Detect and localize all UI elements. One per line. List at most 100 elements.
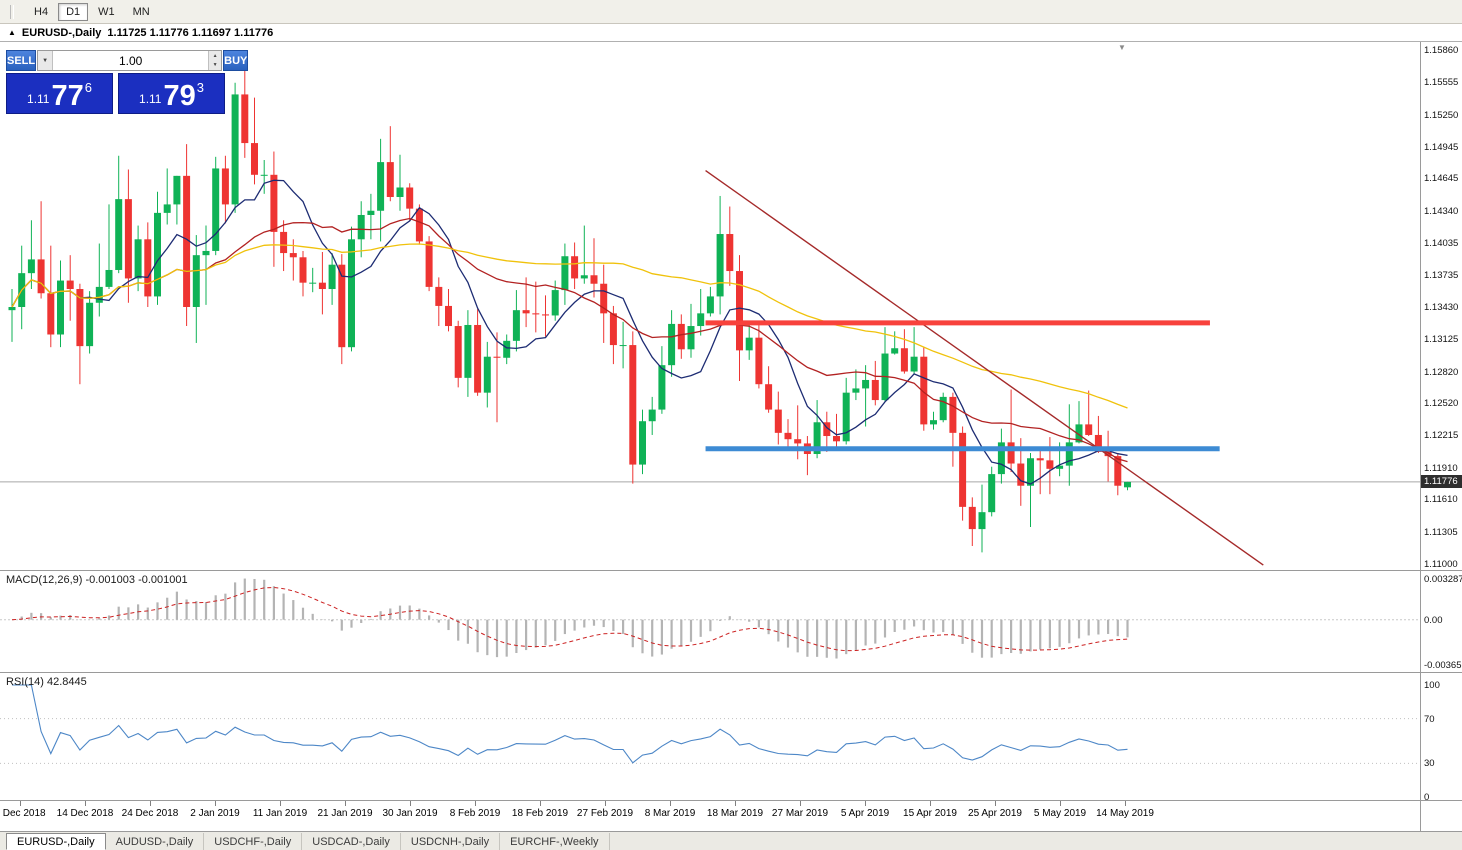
price-axis-label: 1.12820 xyxy=(1424,366,1459,378)
price-chart-panel[interactable]: ▼ SELL ▼ ▲ ▼ BUY 1.11 77 6 xyxy=(0,42,1420,570)
date-tick-mark xyxy=(735,801,736,806)
macd-canvas[interactable] xyxy=(0,571,1420,672)
price-axis-label: 1.12215 xyxy=(1424,430,1459,442)
date-axis-label: 5 May 2019 xyxy=(1033,808,1087,819)
date-tick-mark xyxy=(475,801,476,806)
timeframe-button-h4[interactable]: H4 xyxy=(26,3,56,21)
chart-tab-bar: EURUSD-,Daily AUDUSD-,Daily USDCHF-,Daily U… xyxy=(0,831,1462,850)
price-axis-label: 1.14340 xyxy=(1424,205,1459,217)
chart-title-bar: ▲ EURUSD-,Daily 1.11725 1.11776 1.11697 … xyxy=(0,25,1462,42)
price-axis-label: 1.15860 xyxy=(1424,45,1459,56)
date-axis-label: 8 Mar 2019 xyxy=(644,808,696,819)
price-axis[interactable]: 1.11776 1.15860 1.15555 1.15250 1.14945 1.14… xyxy=(1420,42,1462,831)
chart-ohlc-values: 1.11725 1.11776 1.11697 1.11776 xyxy=(107,27,274,39)
date-axis-label: 15 Apr 2019 xyxy=(903,808,957,819)
date-axis-label: 5 Apr 2019 xyxy=(840,808,890,819)
buy-price-prefix: 1.11 xyxy=(139,92,162,106)
date-tick-mark xyxy=(605,801,606,806)
current-price-badge: 1.11776 xyxy=(1421,474,1462,488)
one-click-trade-panel: SELL ▼ ▲ ▼ BUY 1.11 77 6 1 xyxy=(6,50,249,114)
volume-preset-dropdown-icon[interactable]: ▼ xyxy=(38,51,54,70)
price-axis-label: 1.13735 xyxy=(1424,269,1459,281)
symbol-tab[interactable]: USDCHF-,Daily xyxy=(204,833,303,850)
volume-input[interactable] xyxy=(53,51,209,70)
date-tick-mark xyxy=(280,801,281,806)
date-tick-mark xyxy=(930,801,931,806)
price-axis-label: 1.12520 xyxy=(1424,398,1459,410)
price-axis-label: 1.13125 xyxy=(1424,334,1459,346)
sell-price-display[interactable]: 1.11 77 6 xyxy=(6,73,113,114)
sell-price-prefix: 1.11 xyxy=(27,92,50,106)
date-tick-mark xyxy=(540,801,541,806)
price-axis-label: 1.15555 xyxy=(1424,77,1459,89)
date-axis-label: 2 Jan 2019 xyxy=(190,808,240,819)
timeframe-toolbar: H4 D1 W1 MN xyxy=(0,0,1462,24)
price-axis-label: 1.11305 xyxy=(1424,526,1458,538)
date-axis-label: 25 Apr 2019 xyxy=(968,808,1022,819)
volume-step-up-icon[interactable]: ▲ xyxy=(209,51,222,61)
macd-axis-label: -0.003659 xyxy=(1424,660,1462,671)
date-tick-mark xyxy=(1125,801,1126,806)
chart-symbol-title: EURUSD-,Daily xyxy=(21,27,102,39)
rsi-axis-label: 0 xyxy=(1424,792,1430,803)
rsi-canvas[interactable] xyxy=(0,673,1420,800)
chart-window-icon: ▲ xyxy=(8,28,16,37)
date-axis-label: 8 Feb 2019 xyxy=(449,808,501,819)
macd-axis-label: 0.00 xyxy=(1424,614,1443,626)
time-axis[interactable]: 5 Dec 2018 14 Dec 2018 24 Dec 2018 2 Jan 20… xyxy=(0,801,1420,831)
macd-indicator-panel[interactable]: MACD(12,26,9) -0.001003 -0.001001 xyxy=(0,571,1420,672)
price-axis-label: 1.11610 xyxy=(1424,494,1458,506)
macd-axis-label: 0.003287 xyxy=(1424,574,1462,585)
date-tick-mark xyxy=(150,801,151,806)
date-axis-label: 14 Dec 2018 xyxy=(56,808,114,819)
symbol-tab[interactable]: EURUSD-,Daily xyxy=(6,833,106,850)
price-axis-label: 1.13430 xyxy=(1424,301,1459,313)
date-axis-label: 14 May 2019 xyxy=(1096,808,1154,819)
date-tick-mark xyxy=(215,801,216,806)
volume-stepper: ▲ ▼ xyxy=(208,51,222,70)
volume-control: ▼ ▲ ▼ xyxy=(37,50,223,71)
buy-price-pip: 3 xyxy=(196,80,204,95)
symbol-tab[interactable]: USDCNH-,Daily xyxy=(401,833,501,850)
timeframe-button-d1[interactable]: D1 xyxy=(58,2,89,21)
timeframe-button-mn[interactable]: MN xyxy=(125,3,158,21)
buy-price-display[interactable]: 1.11 79 3 xyxy=(118,73,225,114)
panel-splitter[interactable] xyxy=(0,672,1462,673)
price-axis-label: 1.14945 xyxy=(1424,141,1459,153)
sell-price-big: 77 xyxy=(51,80,84,112)
buy-price-big: 79 xyxy=(163,80,196,112)
rsi-indicator-panel[interactable]: RSI(14) 42.8445 xyxy=(0,673,1420,800)
price-chart-canvas[interactable] xyxy=(0,42,1420,570)
volume-step-down-icon[interactable]: ▼ xyxy=(209,60,222,70)
price-axis-label: 1.15250 xyxy=(1424,109,1459,121)
date-axis-label: 5 Dec 2018 xyxy=(0,808,46,819)
date-tick-mark xyxy=(995,801,996,806)
price-axis-label: 1.11910 xyxy=(1424,462,1458,474)
price-axis-label: 1.14035 xyxy=(1424,238,1459,249)
date-tick-mark xyxy=(85,801,86,806)
rsi-axis-label: 70 xyxy=(1424,713,1435,725)
sell-button[interactable]: SELL xyxy=(6,50,37,71)
date-tick-mark xyxy=(800,801,801,806)
panel-splitter[interactable] xyxy=(0,570,1462,571)
price-axis-label: 1.14645 xyxy=(1424,173,1459,185)
date-axis-label: 21 Jan 2019 xyxy=(317,808,373,819)
symbol-tab[interactable]: EURCHF-,Weekly xyxy=(500,833,610,850)
sell-price-pip: 6 xyxy=(84,80,92,95)
buy-button[interactable]: BUY xyxy=(223,50,249,71)
toolbar-grip[interactable] xyxy=(10,4,14,19)
symbol-tab[interactable]: USDCAD-,Daily xyxy=(302,833,401,850)
date-tick-mark xyxy=(345,801,346,806)
date-axis-label: 27 Mar 2019 xyxy=(771,808,829,819)
symbol-tab[interactable]: AUDUSD-,Daily xyxy=(106,833,205,850)
chart-shift-icon[interactable]: ▼ xyxy=(1118,43,1126,52)
rsi-axis-label: 100 xyxy=(1424,680,1440,691)
price-axis-label: 1.11000 xyxy=(1424,558,1458,570)
date-axis-label: 30 Jan 2019 xyxy=(382,808,438,819)
panel-splitter[interactable] xyxy=(0,800,1462,801)
date-tick-mark xyxy=(670,801,671,806)
timeframe-button-w1[interactable]: W1 xyxy=(90,3,123,21)
date-tick-mark xyxy=(1060,801,1061,806)
date-axis-label: 11 Jan 2019 xyxy=(252,808,308,819)
